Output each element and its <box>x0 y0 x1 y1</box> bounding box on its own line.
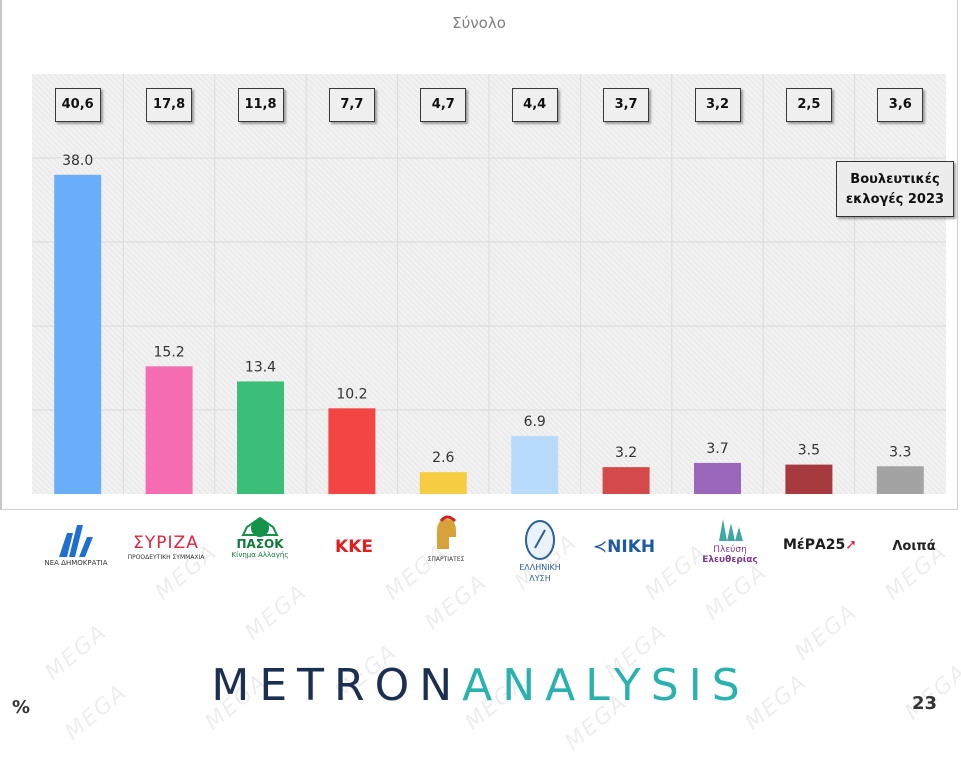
bar <box>511 436 559 494</box>
plot-area: 38.0 15.2 13.4 10.2 2.6 6.9 3.2 3.7 3.5 3.3 <box>32 74 946 495</box>
syriza-caption: ΠΡΟΟΔΕΥΤΙΚΗ ΣΥΜΜΑΧΙΑ <box>127 554 205 561</box>
watermark-text: MEGA <box>790 599 863 666</box>
comparison-value-box: 4,7 <box>420 88 467 122</box>
plefsi-logo-icon <box>719 519 743 541</box>
syriza-logo-icon: ΣΥΡΙΖΑ <box>133 533 199 553</box>
percent-label: % <box>12 697 31 718</box>
page-number: 23 <box>911 693 937 714</box>
comparison-value-box: 3,6 <box>877 88 924 122</box>
pasok-label: ΠΑΣΟΚ <box>236 537 284 551</box>
plefsi-logo: Πλεύση Ελευθερίας <box>690 515 770 595</box>
spartiates-logo-icon <box>437 515 457 549</box>
elliniki-lysi-label: ΕΛΛΗΝΙΚΗ ΛΥΣΗ <box>519 563 561 583</box>
comparison-legend-label: Βουλευτικές εκλογές 2023 <box>845 172 945 207</box>
nd-logo-icon <box>59 525 93 557</box>
comparison-value-box: 3,7 <box>603 88 650 122</box>
kke-logo-icon: ΚΚΕ <box>335 537 373 557</box>
bar <box>54 174 102 495</box>
niki-logo-icon: ≺ΝΙΚΗ <box>592 537 656 557</box>
pasok-logo: ΠΑΣΟΚ Κίνημα Αλλαγής <box>220 515 300 595</box>
mera25-logo-icon: ΜέΡΑ25➚ <box>782 537 858 553</box>
bar <box>694 462 741 494</box>
comparison-value-box: 4,4 <box>511 88 558 122</box>
bar <box>785 464 833 494</box>
nd-logo: ΝΕΑ ΔΗΜΟΚΡΑΤΙΑ <box>36 515 116 595</box>
pasok-caption: Κίνημα Αλλαγής <box>231 551 289 559</box>
frame-left-edge <box>0 0 2 510</box>
chart-frame <box>0 0 958 510</box>
nd-caption: ΝΕΑ ΔΗΜΟΚΡΑΤΙΑ <box>44 559 108 567</box>
bar <box>876 466 924 494</box>
other-parties: Λοιπά <box>874 515 954 595</box>
kke-logo: ΚΚΕ <box>314 515 394 595</box>
bar-value-label: 6.9 <box>524 414 546 430</box>
mera25-logo: ΜέΡΑ25➚ <box>780 515 860 595</box>
pasok-logo-icon <box>241 516 279 537</box>
syriza-logo: ΣΥΡΙΖΑ ΠΡΟΟΔΕΥΤΙΚΗ ΣΥΜΜΑΧΙΑ <box>126 515 206 595</box>
spartiates-logo: ΣΠΑΡΤΙΑΤΕΣ <box>406 515 486 595</box>
bar-value-label: 3.3 <box>889 444 911 460</box>
brand-part-1: METRON <box>211 660 463 711</box>
bar-chart: 38.0 15.2 13.4 10.2 2.6 6.9 3.2 3.7 3.5 3.3 <box>32 74 946 495</box>
bar <box>145 366 193 494</box>
bar <box>237 381 284 494</box>
bar <box>328 408 376 494</box>
spartiates-caption: ΣΠΑΡΤΙΑΤΕΣ <box>427 556 465 563</box>
comparison-value-box: 17,8 <box>146 88 193 122</box>
bar-value-label: 3.7 <box>706 441 728 457</box>
comparison-value-box: 40,6 <box>54 88 101 122</box>
plefsi-label-1: Πλεύση <box>713 545 747 555</box>
other-label: Λοιπά <box>892 539 936 554</box>
niki-logo: ≺ΝΙΚΗ <box>584 515 664 595</box>
bar-value-label: 3.2 <box>615 445 637 461</box>
bar <box>602 467 650 494</box>
bar-value-label: 3.5 <box>798 443 820 459</box>
comparison-value-box: 11,8 <box>237 88 284 122</box>
bar-value-label: 10.2 <box>336 386 367 402</box>
comparison-value-box: 2,5 <box>785 88 832 122</box>
bar-value-label: 15.2 <box>154 344 185 360</box>
bar-value-label: 38.0 <box>62 153 93 169</box>
niki-label: ΝΙΚΗ <box>607 537 656 557</box>
plefsi-label-2: Ελευθερίας <box>702 555 758 565</box>
brand-part-2: ANALYSIS <box>462 660 750 711</box>
elliniki-lysi-logo-icon <box>525 520 555 560</box>
comparison-value-box: 3,2 <box>694 88 741 122</box>
metron-analysis-logo: METRONANALYSIS <box>0 660 961 711</box>
elliniki-lysi-logo: ΕΛΛΗΝΙΚΗ ΛΥΣΗ <box>500 518 580 598</box>
comparison-value-box: 7,7 <box>328 88 375 122</box>
comparison-legend-box: Βουλευτικές εκλογές 2023 <box>836 161 954 217</box>
bar <box>419 472 467 494</box>
bar-value-label: 13.4 <box>245 359 276 375</box>
bar-value-label: 2.6 <box>432 450 454 466</box>
chart-title: Σύνολο <box>452 14 506 32</box>
mera25-label: ΜέΡΑ25 <box>782 537 846 553</box>
